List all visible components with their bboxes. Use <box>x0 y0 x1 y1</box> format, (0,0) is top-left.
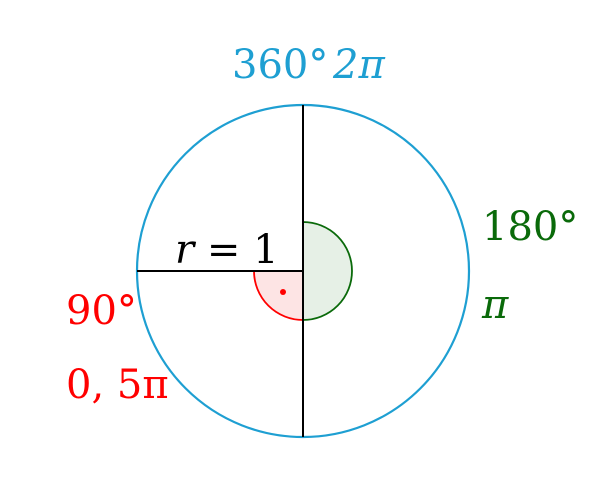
radius-variable: r <box>175 227 197 273</box>
straight-angle-sector <box>302 221 353 321</box>
right-angle-sector <box>253 270 304 321</box>
right-radians-label: π <box>481 282 509 328</box>
radius-label: r = 1 <box>175 227 279 273</box>
top-radians-label: 2π <box>332 42 385 88</box>
left-radians-label: 0, 5π <box>66 362 169 408</box>
top-degrees-label: 360° <box>232 42 328 88</box>
right-degrees-label: 180° <box>482 204 578 250</box>
right-angle-dot <box>280 289 286 295</box>
radius-value: = 1 <box>194 227 278 273</box>
left-degrees-label: 90° <box>66 288 137 334</box>
